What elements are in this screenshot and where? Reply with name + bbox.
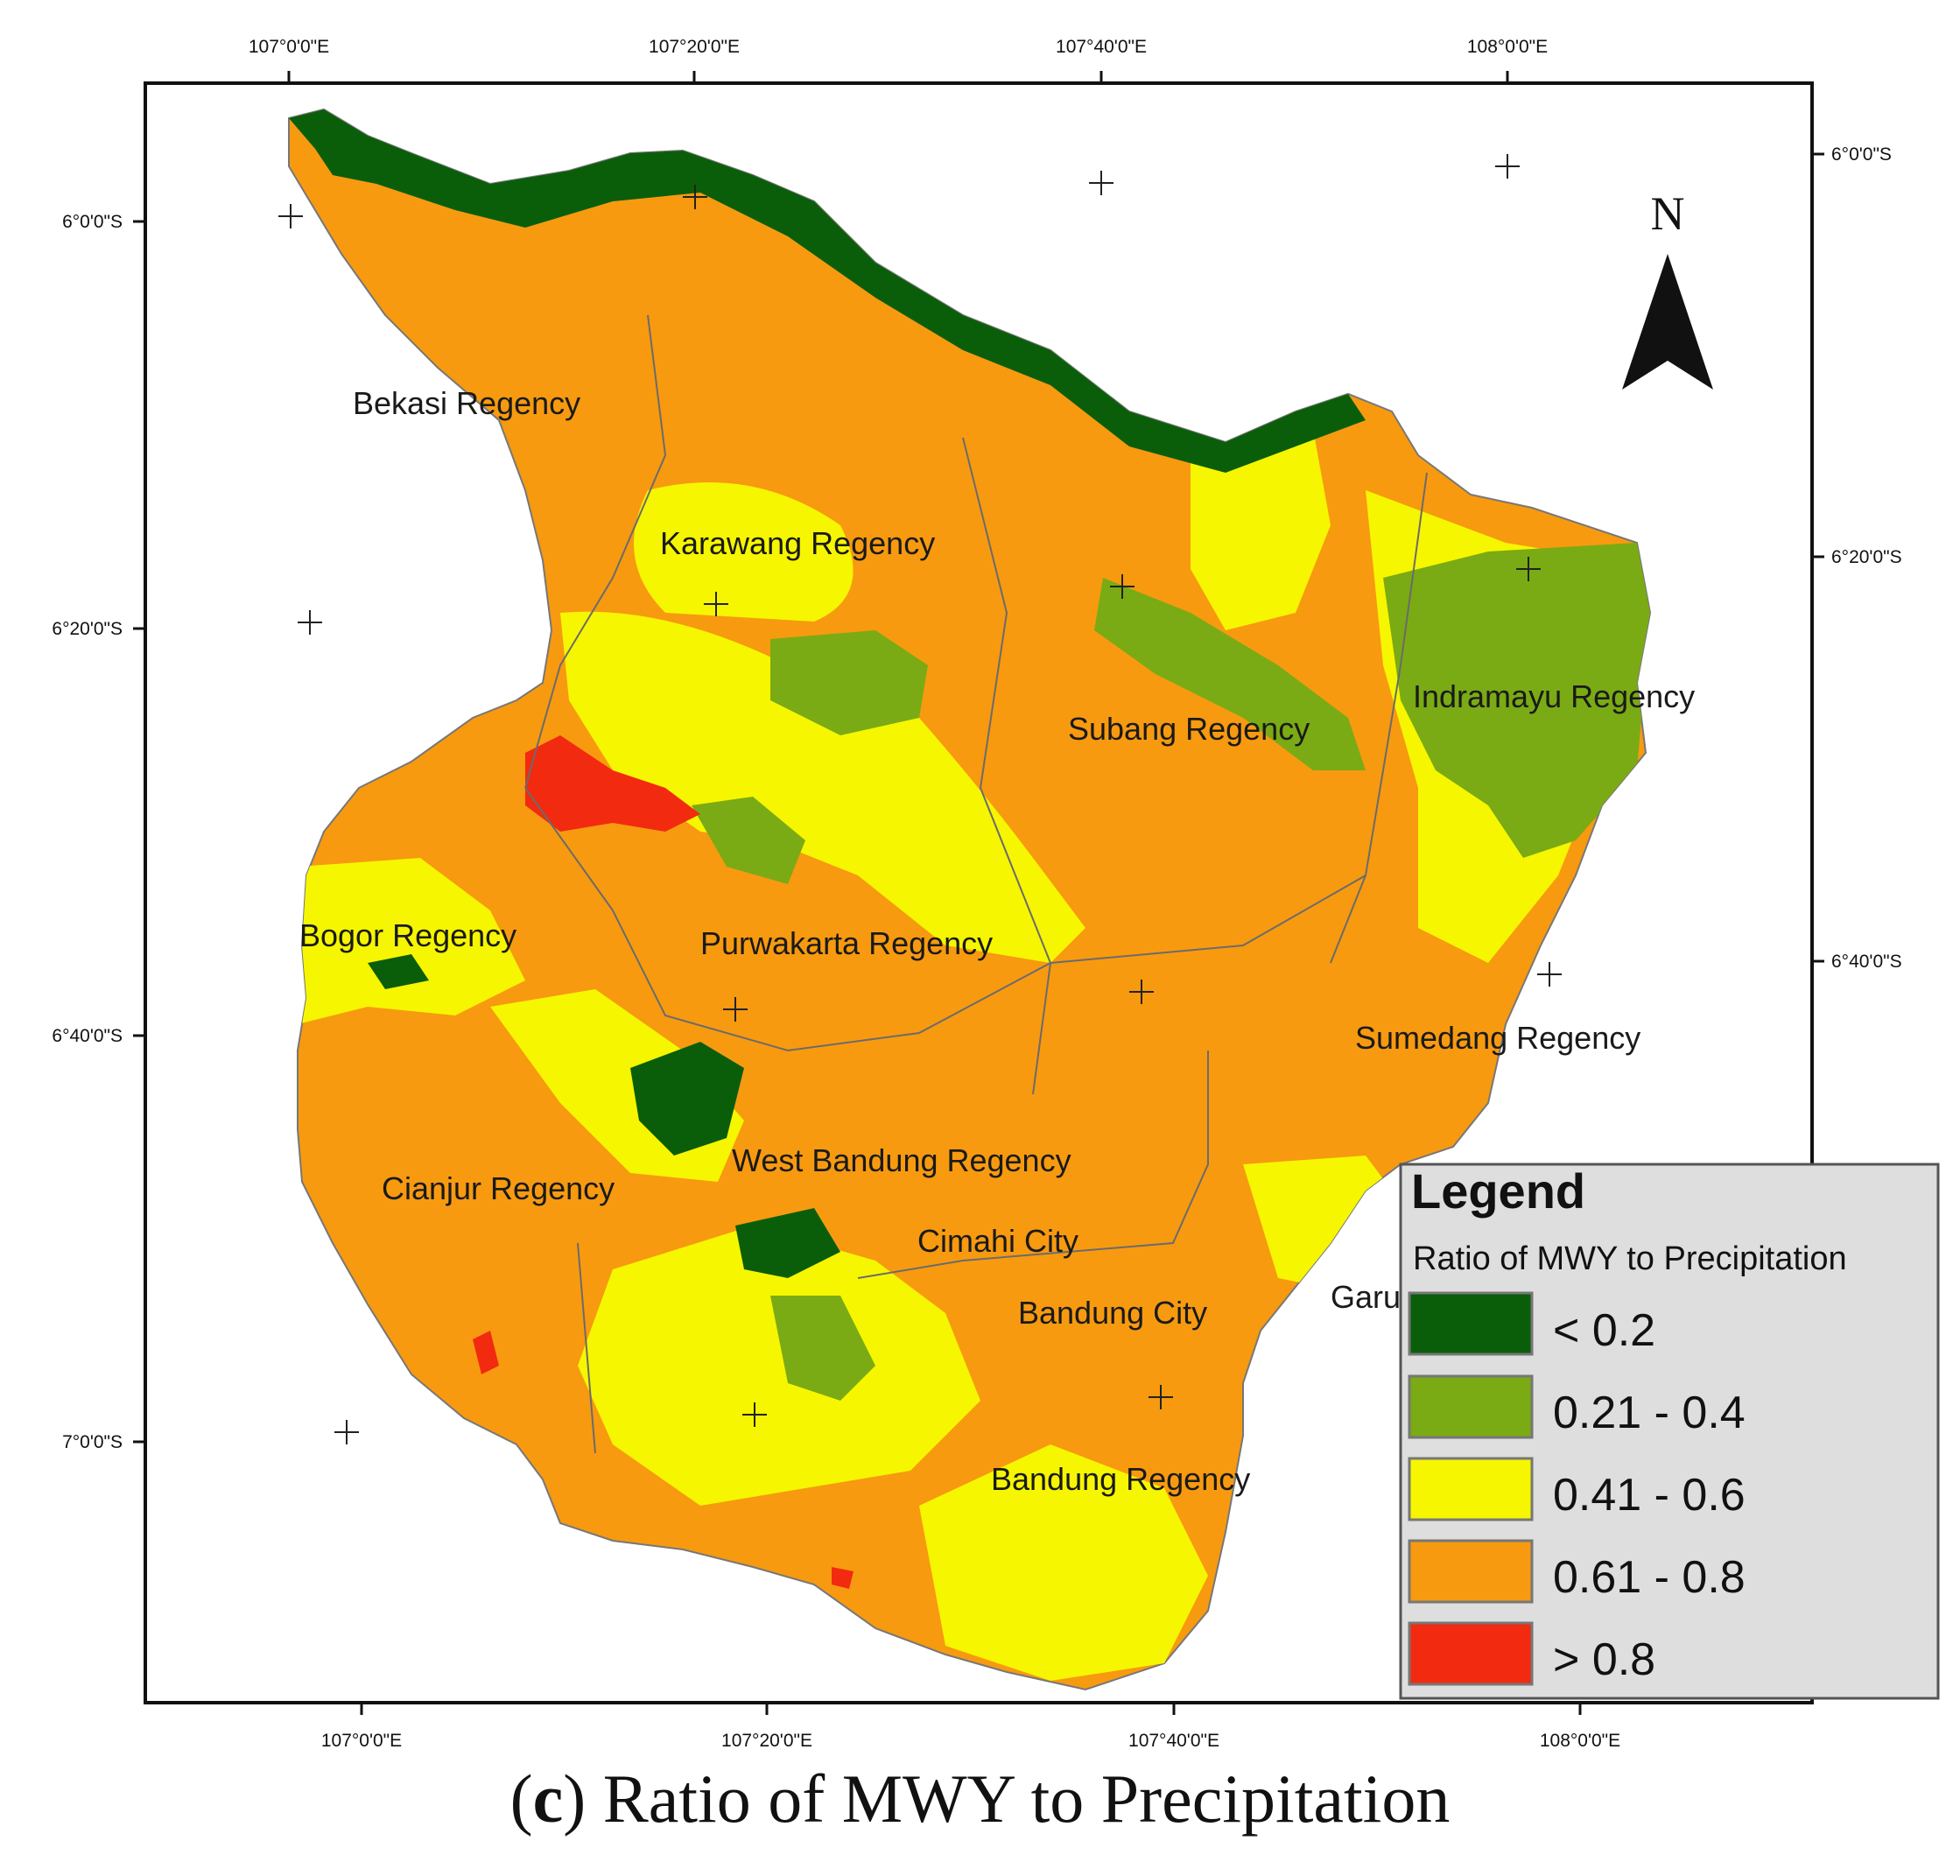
region-label: Karawang Regency <box>660 525 935 561</box>
left-lat-label: 7°0'0"S <box>62 1432 123 1452</box>
region-label: Cimahi City <box>917 1223 1078 1259</box>
graticule-crosses <box>278 154 1562 1444</box>
right-lat-label: 6°0'0"S <box>1831 144 1892 165</box>
zone-red-purwakarta <box>525 735 700 832</box>
figure-caption: (c) Ratio of MWY to Precipitation <box>509 1760 1451 1837</box>
region-label: Cianjur Regency <box>382 1170 615 1206</box>
axis-labels: 107°0'0"E 107°20'0"E 107°40'0"E 108°0'0"… <box>52 37 1901 1751</box>
zone-green-karawang <box>770 630 928 735</box>
left-lat-label: 6°20'0"S <box>52 619 123 639</box>
right-lat-label: 6°20'0"S <box>1831 547 1902 567</box>
legend-label: > 0.8 <box>1553 1634 1655 1685</box>
region-label: Purwakarta Regency <box>700 925 993 961</box>
region-label: Bandung City <box>1018 1295 1207 1331</box>
region-label: Indramayu Regency <box>1413 678 1695 714</box>
left-lat-label: 6°0'0"S <box>62 212 123 232</box>
zone-green-purwakarta <box>692 797 805 884</box>
bottom-lon-label: 107°40'0"E <box>1128 1731 1219 1751</box>
legend-swatch-gt-0.8 <box>1408 1621 1534 1686</box>
region-label: Subang Regency <box>1068 711 1310 747</box>
bottom-lon-label: 107°0'0"E <box>321 1731 402 1751</box>
zone-yellow-south <box>578 1226 980 1506</box>
legend-swatch-lt-0.2 <box>1408 1291 1534 1356</box>
top-lon-label: 107°0'0"E <box>249 37 329 57</box>
zone-darkgreen-bogor <box>368 954 429 989</box>
legend-swatch-0.41-0.6 <box>1408 1457 1534 1521</box>
axis-ticks <box>133 71 1824 1715</box>
top-lon-label: 108°0'0"E <box>1467 37 1548 57</box>
region-label: Bogor Regency <box>299 917 516 953</box>
top-lon-label: 107°20'0"E <box>649 37 740 57</box>
zone-darkgreen-coast <box>289 109 1366 473</box>
north-arrow: N <box>1622 187 1713 390</box>
legend-swatch-0.21-0.4 <box>1408 1374 1534 1439</box>
top-lon-label: 107°40'0"E <box>1056 37 1147 57</box>
legend-label: < 0.2 <box>1553 1305 1655 1356</box>
north-label: N <box>1651 187 1685 240</box>
caption-letter: c <box>532 1760 564 1837</box>
legend-title: Legend <box>1411 1163 1585 1219</box>
region-label: Sumedang Regency <box>1355 1020 1640 1056</box>
zone-yellow-bogor <box>298 858 525 1024</box>
legend-swatch-0.61-0.8 <box>1408 1539 1534 1604</box>
legend-subtitle: Ratio of MWY to Precipitation <box>1413 1240 1847 1277</box>
legend-label: 0.61 - 0.8 <box>1553 1552 1746 1603</box>
zone-yellow-bottom <box>919 1444 1208 1681</box>
bottom-lon-label: 108°0'0"E <box>1540 1731 1620 1751</box>
legend-label: 0.21 - 0.4 <box>1553 1388 1746 1438</box>
region-boundaries <box>524 314 1428 1454</box>
zone-green-indramayu <box>1383 543 1650 858</box>
north-arrow-icon <box>1622 254 1713 390</box>
right-lat-label: 6°40'0"S <box>1831 952 1902 972</box>
bottom-lon-label: 107°20'0"E <box>721 1731 812 1751</box>
region-label: Bekasi Regency <box>353 385 580 421</box>
ratio-map <box>288 108 1652 1691</box>
zone-green-subang <box>1094 578 1366 770</box>
zone-yellow-central <box>560 611 1085 963</box>
caption-text: Ratio of MWY to Precipitation <box>602 1760 1451 1837</box>
region-label: Bandung Regency <box>991 1461 1250 1497</box>
legend-label: 0.41 - 0.6 <box>1553 1470 1746 1521</box>
left-lat-label: 6°40'0"S <box>52 1026 123 1046</box>
zone-red-south <box>832 1567 854 1589</box>
zone-red-cianjur <box>473 1331 499 1374</box>
zone-green-bandung <box>770 1296 875 1401</box>
legend: Legend Ratio of MWY to Precipitation < 0… <box>1399 1163 1940 1700</box>
zone-yellow-north <box>1191 429 1331 630</box>
zone-darkgreen-wbandung <box>735 1208 840 1278</box>
zone-yellow-karawang <box>634 482 854 622</box>
zone-darkgreen-reservoir <box>630 1042 744 1156</box>
region-label: West Bandung Regency <box>732 1142 1071 1178</box>
